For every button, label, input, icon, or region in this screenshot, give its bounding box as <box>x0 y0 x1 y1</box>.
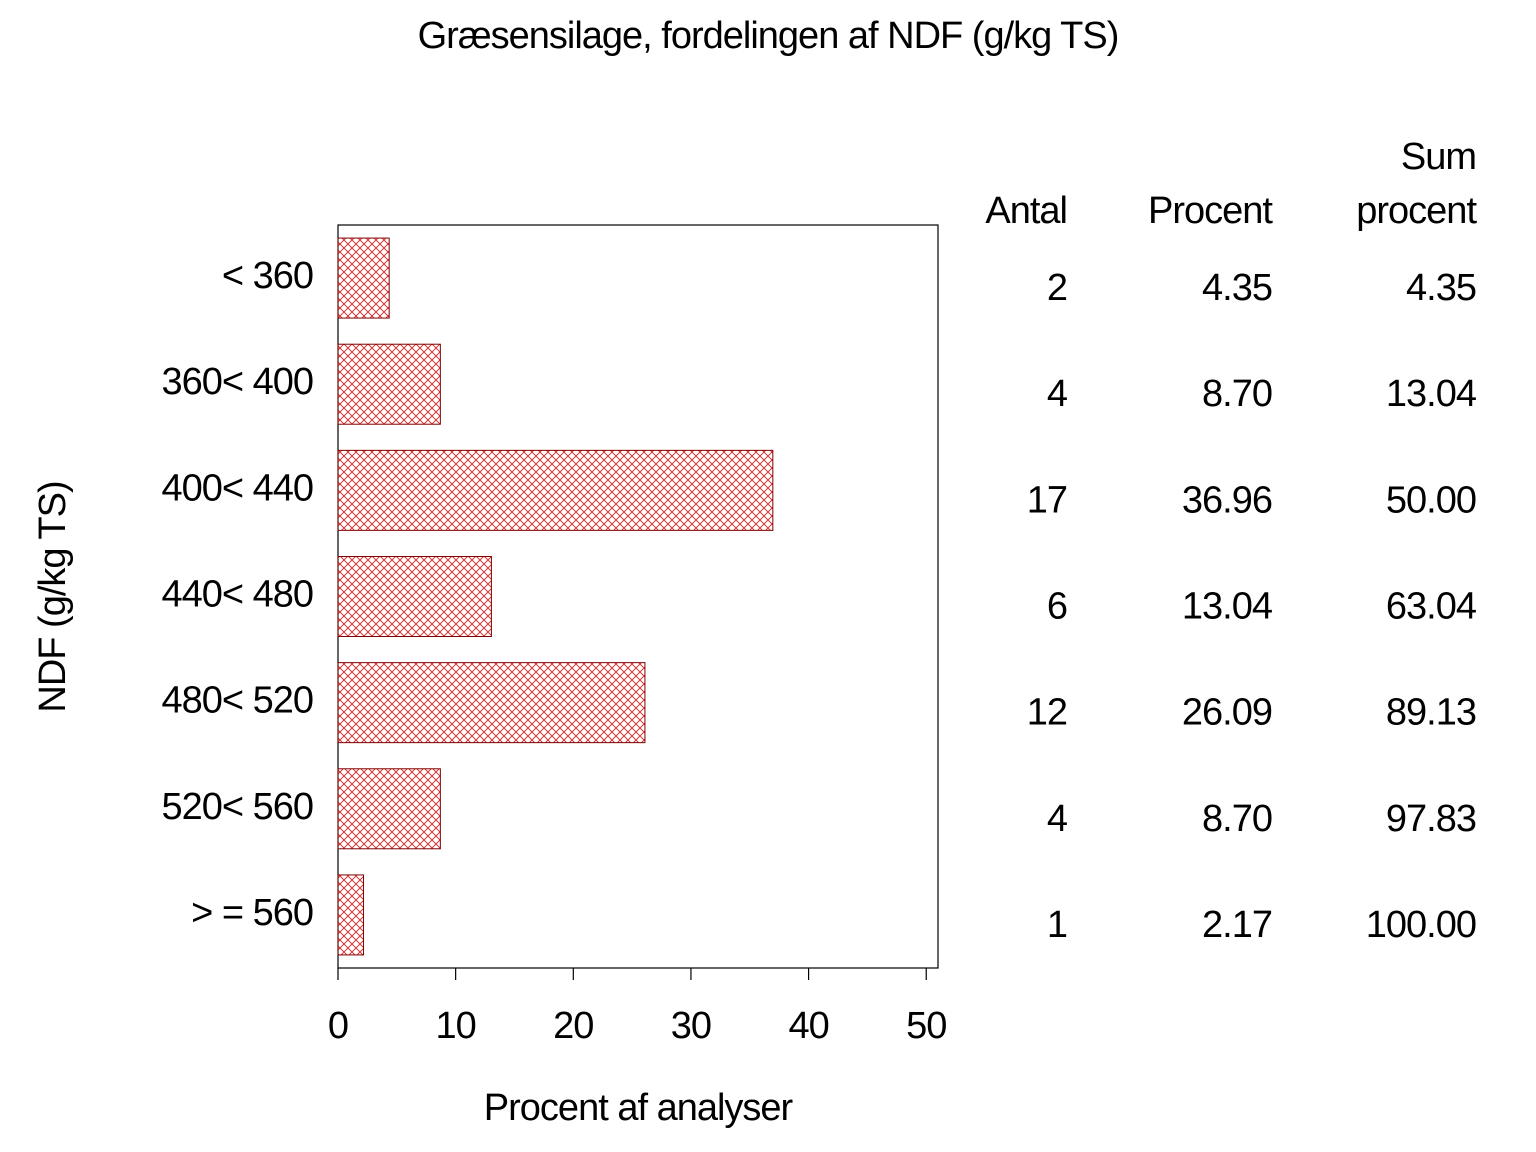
table-count: 1 <box>1047 904 1067 946</box>
x-tick-label: 20 <box>553 1005 593 1047</box>
y-axis-label: NDF (g/kg TS) <box>32 481 74 712</box>
y-tick-label: 520< 560 <box>161 786 313 828</box>
chart-title: Græsensilage, fordelingen af NDF (g/kg T… <box>418 15 1119 57</box>
table-header-box: Antal <box>985 190 1068 232</box>
table-cumulative: 97.83 <box>1386 798 1476 840</box>
table-percent: 36.96 <box>1182 479 1272 521</box>
table-count: 17 <box>1027 479 1067 521</box>
table-percent: 13.04 <box>1182 586 1273 628</box>
y-tick-label: 480< 520 <box>161 680 313 722</box>
bar <box>337 343 441 425</box>
table-cumulative: 100.00 <box>1366 904 1476 946</box>
y-tick-label: < 360 <box>222 255 313 297</box>
table-count: 4 <box>1047 798 1068 840</box>
table-count: 12 <box>1027 692 1067 734</box>
bar <box>337 874 365 956</box>
table-count: 4 <box>1047 373 1068 415</box>
y-tick-label: > = 560 <box>191 892 313 934</box>
table-percent: 8.70 <box>1202 798 1272 840</box>
table-header-box: Procent <box>1148 190 1273 232</box>
table-count: 2 <box>1047 267 1067 309</box>
table-percent: 8.70 <box>1202 373 1272 415</box>
y-tick-label: 400< 440 <box>161 467 313 509</box>
table-header-box: Sum procent <box>1356 136 1477 232</box>
y-tick-label: 440< 480 <box>161 574 313 616</box>
table-percent: 26.09 <box>1182 692 1272 734</box>
x-tick-label: 0 <box>328 1005 348 1047</box>
x-tick-label: 40 <box>788 1005 828 1047</box>
bar <box>337 556 492 637</box>
x-tick-label: 10 <box>436 1005 476 1047</box>
bar <box>337 237 390 319</box>
x-axis-label: Procent af analyser <box>484 1087 794 1129</box>
table-count: 6 <box>1047 586 1067 628</box>
x-tick-label: 50 <box>906 1005 946 1047</box>
x-tick-label: 30 <box>671 1005 711 1047</box>
table-cumulative: 13.04 <box>1386 373 1477 415</box>
table-cumulative: 50.00 <box>1386 479 1476 521</box>
y-tick-label: 360< 400 <box>161 361 313 403</box>
table-cumulative: 63.04 <box>1386 586 1477 628</box>
table-header: Procent <box>1148 190 1273 232</box>
table-percent: 4.35 <box>1202 267 1272 309</box>
bar <box>337 662 646 744</box>
table-percent: 2.17 <box>1202 904 1272 946</box>
table-header: Antal <box>985 190 1068 232</box>
table-header: Sum procent <box>1356 136 1477 232</box>
table-cumulative: 4.35 <box>1406 267 1476 309</box>
bar <box>337 449 774 531</box>
table-cumulative: 89.13 <box>1386 692 1476 734</box>
bar <box>337 768 441 850</box>
